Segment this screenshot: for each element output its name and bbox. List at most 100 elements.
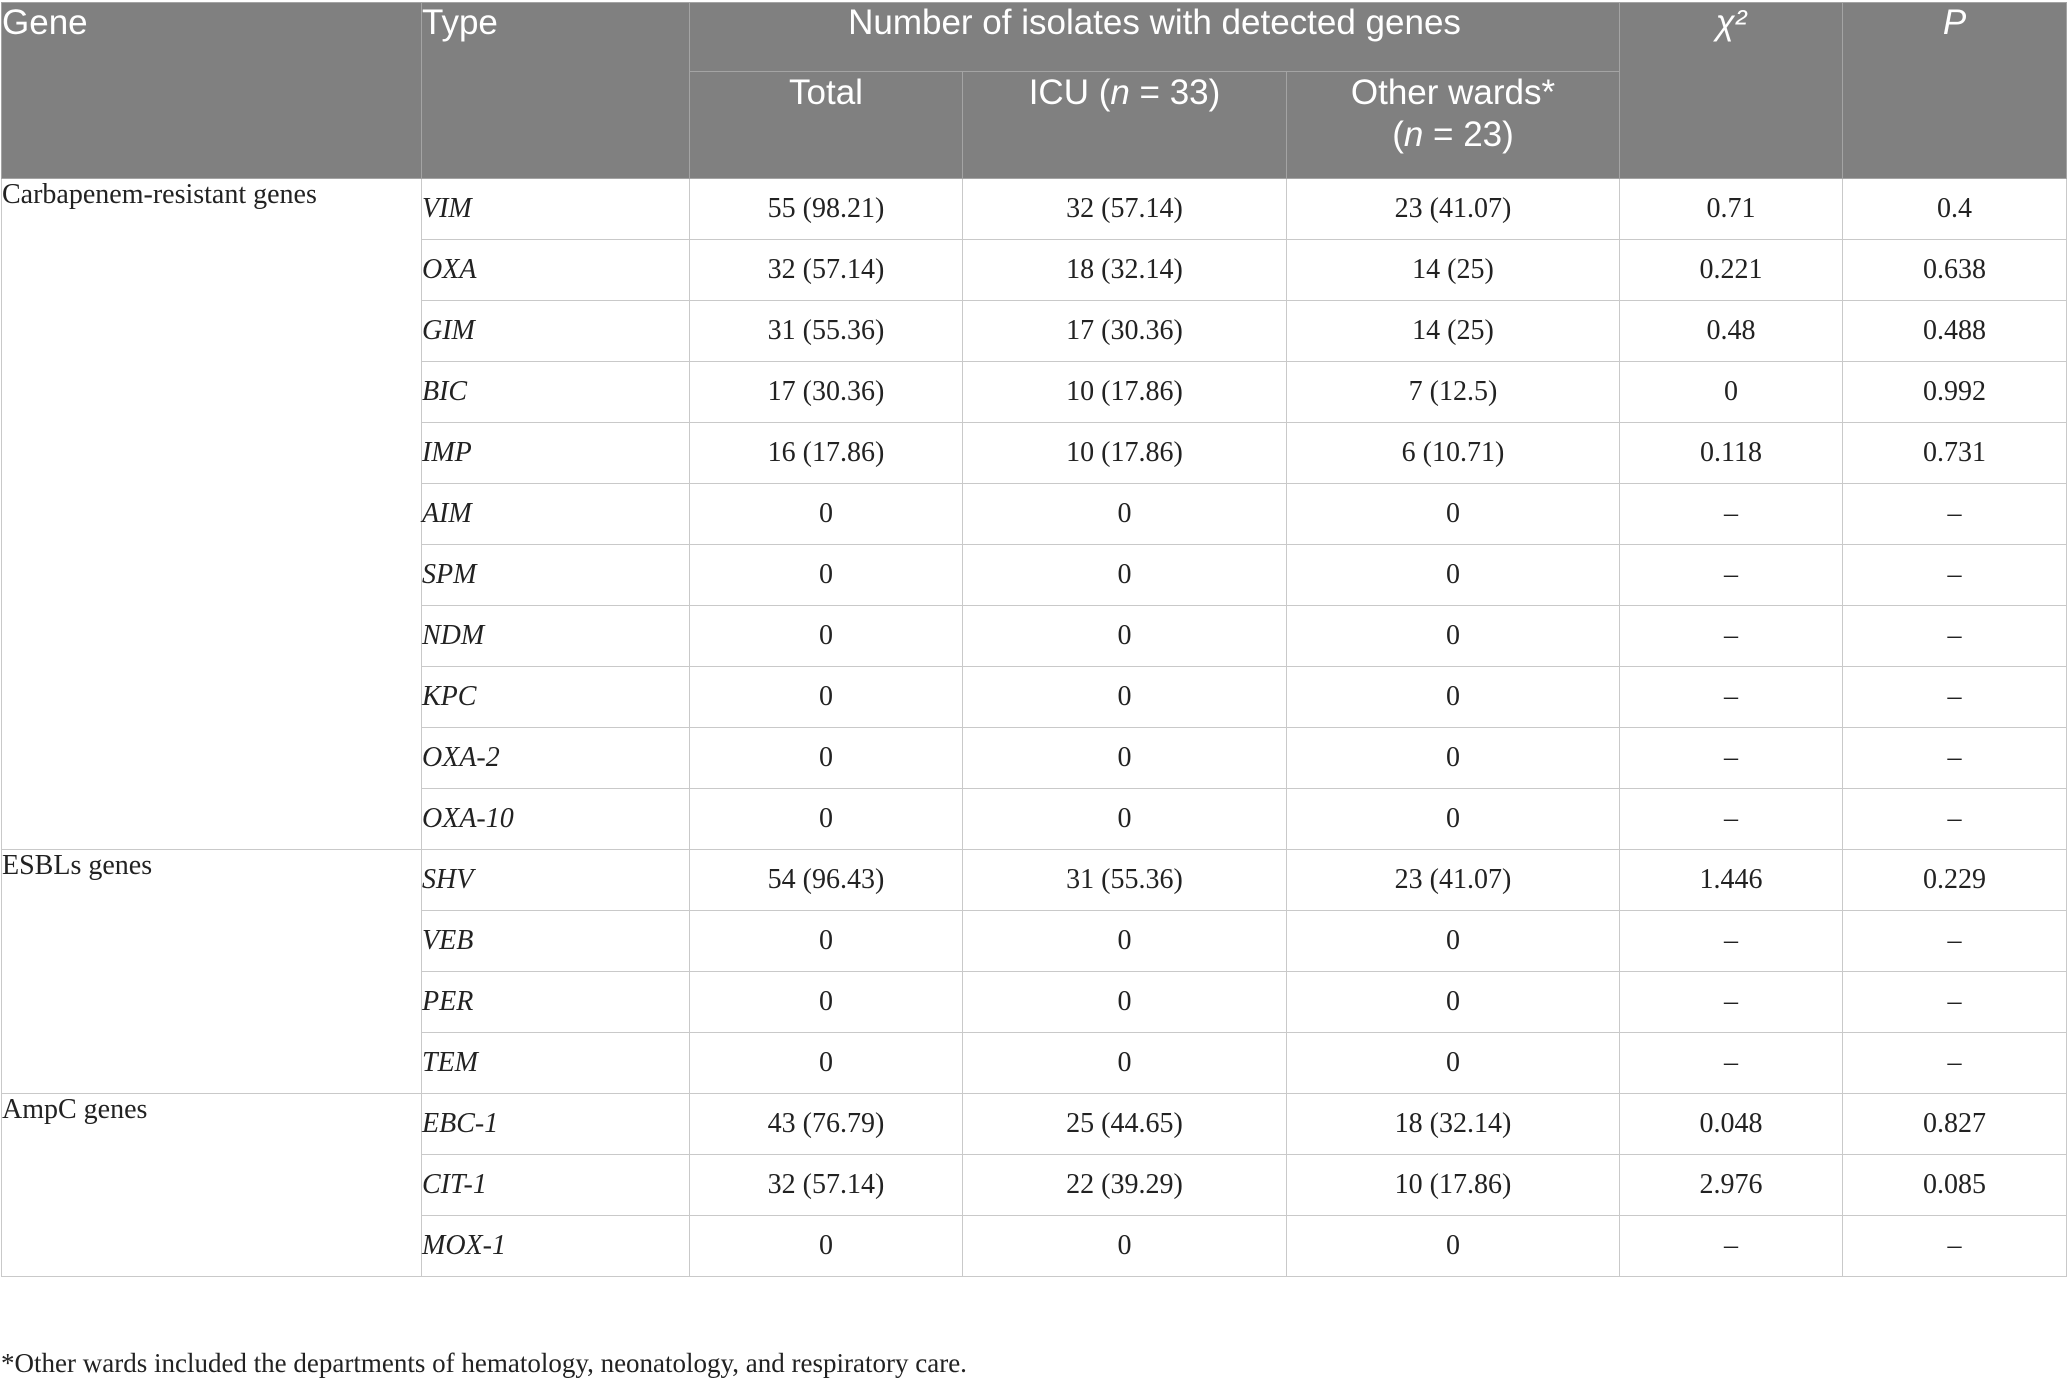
other-prefix: (	[1392, 115, 1404, 154]
other-wards-cell: 0	[1285, 605, 1621, 667]
type-cell: SHV	[421, 849, 690, 911]
chi-square-cell: –	[1619, 971, 1844, 1033]
type-cell: PER	[421, 971, 690, 1033]
type-cell: OXA-10	[421, 788, 690, 850]
icu-cell: 0	[962, 605, 1287, 667]
table-row: AIM 0 0 0– –	[2, 483, 2067, 545]
icu-cell: 10 (17.86)	[962, 361, 1287, 423]
chi-square-cell: –	[1619, 727, 1844, 789]
table-row: Carbapenem-resistant genes VIM 55 (98.21) 3…	[1, 178, 2067, 850]
chi-square-symbol: χ²	[1715, 3, 1747, 42]
icu-n: n	[1110, 73, 1130, 112]
other-wards-cell: 0	[1285, 666, 1621, 728]
other-wards-cell: 0	[1285, 1215, 1621, 1277]
type-cell: BIC	[421, 361, 690, 423]
total-cell: 0	[689, 605, 963, 667]
p-value-cell: –	[1842, 1215, 2067, 1277]
header-other-wards: Other wards* (n = 23)	[1285, 71, 1621, 179]
chi-square-cell: 1.446	[1619, 849, 1844, 911]
group-name-cell: Carbapenem-resistant genes	[1, 178, 422, 850]
table-row: CIT-1 32 (57.14) 22 (39.29) 10 (17.86) 2.976…	[2, 1154, 2067, 1216]
total-cell: 0	[689, 971, 963, 1033]
table-body: Carbapenem-resistant genes VIM 55 (98.21) 3…	[1, 178, 2067, 1277]
total-cell: 17 (30.36)	[689, 361, 963, 423]
p-value-cell: 0.992	[1842, 361, 2067, 423]
icu-cell: 0	[962, 666, 1287, 728]
p-value-cell: –	[1842, 727, 2067, 789]
p-value-cell: 0.638	[1842, 239, 2067, 301]
total-cell: 55 (98.21)	[689, 178, 963, 240]
gene-table: Gene Type Number of isolates with detect…	[1, 2, 2067, 1277]
type-cell: KPC	[421, 666, 690, 728]
icu-cell: 0	[962, 727, 1287, 789]
chi-square-cell: 0.71	[1619, 178, 1844, 240]
type-cell: MOX-1	[421, 1215, 690, 1277]
other-wards-cell: 14 (25)	[1285, 239, 1621, 301]
icu-suffix: = 33)	[1129, 73, 1221, 112]
total-cell: 0	[689, 1032, 963, 1094]
icu-cell: 18 (32.14)	[962, 239, 1287, 301]
header-gene: Gene	[1, 2, 422, 179]
p-value-cell: 0.4	[1842, 178, 2067, 240]
total-cell: 0	[689, 544, 963, 606]
p-symbol: P	[1942, 3, 1967, 42]
p-value-cell: –	[1842, 971, 2067, 1033]
icu-cell: 25 (44.65)	[962, 1093, 1287, 1155]
table-header: Gene Type Number of isolates with detect…	[1, 2, 2067, 179]
chi-square-cell: –	[1619, 1215, 1844, 1277]
header-p: P	[1842, 2, 2067, 179]
icu-cell: 0	[962, 910, 1287, 972]
other-wards-label: Other wards*	[1350, 73, 1556, 112]
p-value-cell: –	[1842, 666, 2067, 728]
table-row: KPC 0 0 0– –	[2, 666, 2067, 728]
type-cell: AIM	[421, 483, 690, 545]
group-name-cell: ESBLs genes	[1, 849, 422, 1094]
chi-square-cell: –	[1619, 910, 1844, 972]
type-cell: SPM	[421, 544, 690, 606]
icu-cell: 31 (55.36)	[962, 849, 1287, 911]
total-cell: 54 (96.43)	[689, 849, 963, 911]
table-row: AmpC genes EBC-1 43 (76.79) 25 (44.65) 18 (3…	[1, 1093, 2067, 1277]
table-row: IMP 16 (17.86) 10 (17.86) 6 (10.71) 0.118 0.7…	[2, 422, 2067, 484]
chi-square-cell: –	[1619, 1032, 1844, 1094]
chi-square-cell: –	[1619, 788, 1844, 850]
table-row: MOX-1 0 0 0– –	[2, 1215, 2067, 1277]
type-cell: VIM	[421, 178, 690, 240]
total-cell: 32 (57.14)	[689, 239, 963, 301]
type-cell: OXA	[421, 239, 690, 301]
other-wards-cell: 0	[1285, 727, 1621, 789]
icu-cell: 10 (17.86)	[962, 422, 1287, 484]
type-cell: TEM	[421, 1032, 690, 1094]
icu-cell: 17 (30.36)	[962, 300, 1287, 362]
p-value-cell: –	[1842, 1032, 2067, 1094]
chi-square-cell: 0	[1619, 361, 1844, 423]
p-value-cell: 0.731	[1842, 422, 2067, 484]
p-value-cell: –	[1842, 910, 2067, 972]
p-value-cell: –	[1842, 605, 2067, 667]
header-number-group: Number of isolates with detected genes	[688, 2, 1621, 72]
other-wards-cell: 0	[1285, 1032, 1621, 1094]
icu-cell: 0	[962, 788, 1287, 850]
total-cell: 31 (55.36)	[689, 300, 963, 362]
table-row: SPM 0 0 0– –	[2, 544, 2067, 606]
icu-cell: 0	[962, 971, 1287, 1033]
chi-square-cell: –	[1619, 544, 1844, 606]
p-value-cell: 0.488	[1842, 300, 2067, 362]
p-value-cell: 0.085	[1842, 1154, 2067, 1216]
other-wards-cell: 18 (32.14)	[1285, 1093, 1621, 1155]
total-cell: 0	[689, 1215, 963, 1277]
table-row: NDM 0 0 0– –	[2, 605, 2067, 667]
header-total: Total	[689, 71, 963, 179]
type-cell: VEB	[421, 910, 690, 972]
other-wards-cell: 0	[1285, 788, 1621, 850]
other-wards-cell: 0	[1285, 910, 1621, 972]
chi-square-cell: 0.048	[1619, 1093, 1844, 1155]
chi-square-cell: 0.221	[1619, 239, 1844, 301]
other-wards-cell: 0	[1285, 483, 1621, 545]
other-n: n	[1403, 115, 1424, 154]
chi-square-cell: –	[1619, 483, 1844, 545]
total-cell: 43 (76.79)	[689, 1093, 963, 1155]
table-row: GIM 31 (55.36) 17 (30.36) 14 (25) 0.48 0.488	[2, 300, 2067, 362]
chi-square-cell: –	[1619, 605, 1844, 667]
total-cell: 0	[689, 666, 963, 728]
